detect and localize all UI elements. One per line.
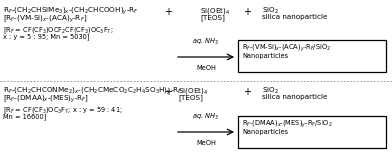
Text: x : y = 5 : 95; Mn = 5030]: x : y = 5 : 95; Mn = 5030] <box>3 33 89 40</box>
Text: R$_F$-(DMAA)$_x$-(MES)$_y$-R$_F$/SiO$_2$: R$_F$-(DMAA)$_x$-(MES)$_y$-R$_F$/SiO$_2$ <box>242 119 333 130</box>
Bar <box>238 116 386 148</box>
Text: +: + <box>243 7 251 17</box>
Text: [TEOS]: [TEOS] <box>200 14 225 21</box>
Text: aq. NH$_3$: aq. NH$_3$ <box>192 37 220 47</box>
Text: silica nanoparticle: silica nanoparticle <box>262 94 327 100</box>
Text: [R$_F$-(DMAA)$_x$-(MES)$_y$-R$_F$]: [R$_F$-(DMAA)$_x$-(MES)$_y$-R$_F$] <box>3 94 89 105</box>
Text: [R$_F$-(VM-Si)$_x$-(ACA)$_y$-R$_F$]: [R$_F$-(VM-Si)$_x$-(ACA)$_y$-R$_F$] <box>3 14 87 25</box>
Text: Si(OEt)$_4$: Si(OEt)$_4$ <box>200 6 230 16</box>
Text: SiO$_2$: SiO$_2$ <box>262 86 279 96</box>
Text: R$_F$-(VM-Si)$_x$-(ACA)$_y$-R$_F$/SiO$_2$: R$_F$-(VM-Si)$_x$-(ACA)$_y$-R$_F$/SiO$_2… <box>242 43 331 54</box>
Text: R$_F$-(CH$_2$CHSiMe$_3$)$_x$-(CH$_2$CHCOOH)$_y$-R$_F$: R$_F$-(CH$_2$CHSiMe$_3$)$_x$-(CH$_2$CHCO… <box>3 6 139 17</box>
Text: Mn = 16600]: Mn = 16600] <box>3 113 46 120</box>
Text: [R$_F$ = CF(CF$_3$)OCF$_2$CF(CF$_3$)OC$_3$F$_7$;: [R$_F$ = CF(CF$_3$)OCF$_2$CF(CF$_3$)OC$_… <box>3 26 114 37</box>
Text: aq. NH$_3$: aq. NH$_3$ <box>192 112 220 122</box>
Text: +: + <box>243 87 251 97</box>
Text: +: + <box>164 7 172 17</box>
Text: SiO$_2$: SiO$_2$ <box>262 6 279 16</box>
Text: +: + <box>164 87 172 97</box>
Text: Si(OEt)$_4$: Si(OEt)$_4$ <box>178 86 209 96</box>
Text: [R$_F$ = CF(CF$_3$)OC$_3$F$_7$; x : y = 59 : 41;: [R$_F$ = CF(CF$_3$)OC$_3$F$_7$; x : y = … <box>3 106 123 116</box>
Bar <box>238 40 386 72</box>
Text: Nanoparticles: Nanoparticles <box>242 129 288 135</box>
Text: MeOH: MeOH <box>196 65 216 71</box>
Text: R$_F$-(CH$_2$CHCONMe$_2$)$_x$-(CH$_2$CMeCO$_2$C$_2$H$_4$SO$_3$H)$_y$-R$_F$: R$_F$-(CH$_2$CHCONMe$_2$)$_x$-(CH$_2$CMe… <box>3 86 183 97</box>
Text: silica nanoparticle: silica nanoparticle <box>262 14 327 20</box>
Text: MeOH: MeOH <box>196 140 216 146</box>
Text: Nanoparticles: Nanoparticles <box>242 53 288 59</box>
Text: [TEOS]: [TEOS] <box>178 94 203 101</box>
